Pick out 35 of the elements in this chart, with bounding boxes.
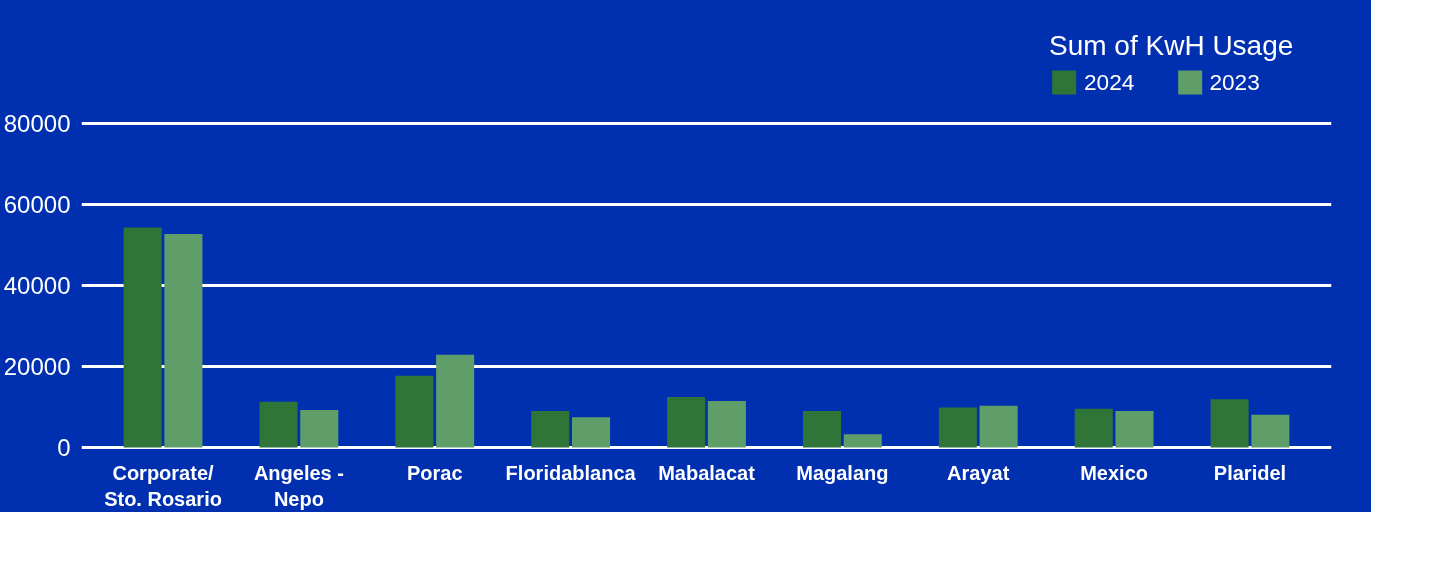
- bar: [571, 417, 611, 448]
- y-tick-label: 20000: [3, 353, 71, 381]
- bar: [123, 227, 162, 448]
- y-tick-label: 0: [57, 434, 71, 462]
- x-tick-label: Plaridel: [1213, 461, 1287, 484]
- bar: [300, 409, 339, 448]
- bar: [395, 375, 434, 448]
- bar: [1115, 411, 1154, 448]
- bar: [979, 405, 1018, 448]
- x-tick-label: Arayat: [947, 461, 1010, 484]
- y-tick-label: 60000: [3, 190, 71, 218]
- legend-label: 2024: [1084, 68, 1135, 96]
- x-tick-label: Angeles - Nepo: [253, 461, 344, 510]
- bar: [938, 407, 977, 448]
- bar: [531, 411, 570, 448]
- bar: [1210, 399, 1249, 448]
- x-tick-label: Mexico: [1080, 461, 1149, 484]
- bar: [1251, 414, 1290, 448]
- x-tick-label: Floridablanca: [505, 461, 637, 484]
- y-tick-label: 40000: [3, 272, 71, 299]
- bar: [164, 234, 203, 448]
- x-tick-label: Magalang: [796, 461, 889, 484]
- legend-title: Sum of KwH Usage: [1049, 30, 1294, 62]
- bar: [1074, 408, 1113, 448]
- bar: [843, 434, 882, 448]
- x-tick-label: Mabalacat: [658, 461, 756, 484]
- legend-label: 2023: [1209, 68, 1260, 96]
- bar: [259, 401, 298, 448]
- bar: [802, 411, 842, 448]
- x-tick-label: Porac: [406, 461, 463, 484]
- y-tick-label: 80000: [3, 109, 71, 137]
- x-tick-label: Corporate/ Sto. Rosario: [104, 461, 222, 510]
- bar: [667, 396, 706, 448]
- bar: [436, 354, 475, 448]
- bar: [707, 400, 746, 448]
